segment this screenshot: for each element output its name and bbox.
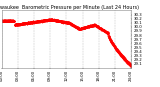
Title: Milwaukee  Barometric Pressure per Minute (Last 24 Hours): Milwaukee Barometric Pressure per Minute…	[0, 5, 139, 10]
